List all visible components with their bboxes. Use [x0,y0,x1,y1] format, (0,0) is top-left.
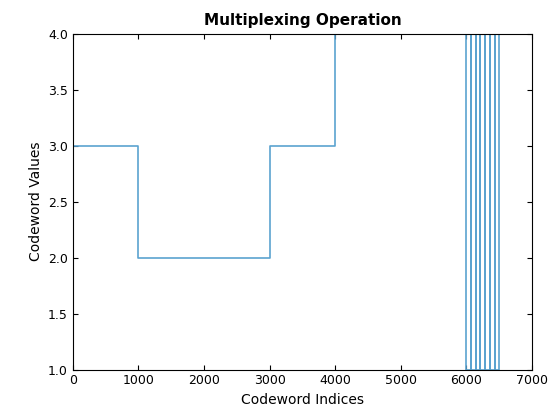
X-axis label: Codeword Indices: Codeword Indices [241,393,364,407]
Y-axis label: Codeword Values: Codeword Values [29,142,43,261]
Title: Multiplexing Operation: Multiplexing Operation [203,13,402,28]
